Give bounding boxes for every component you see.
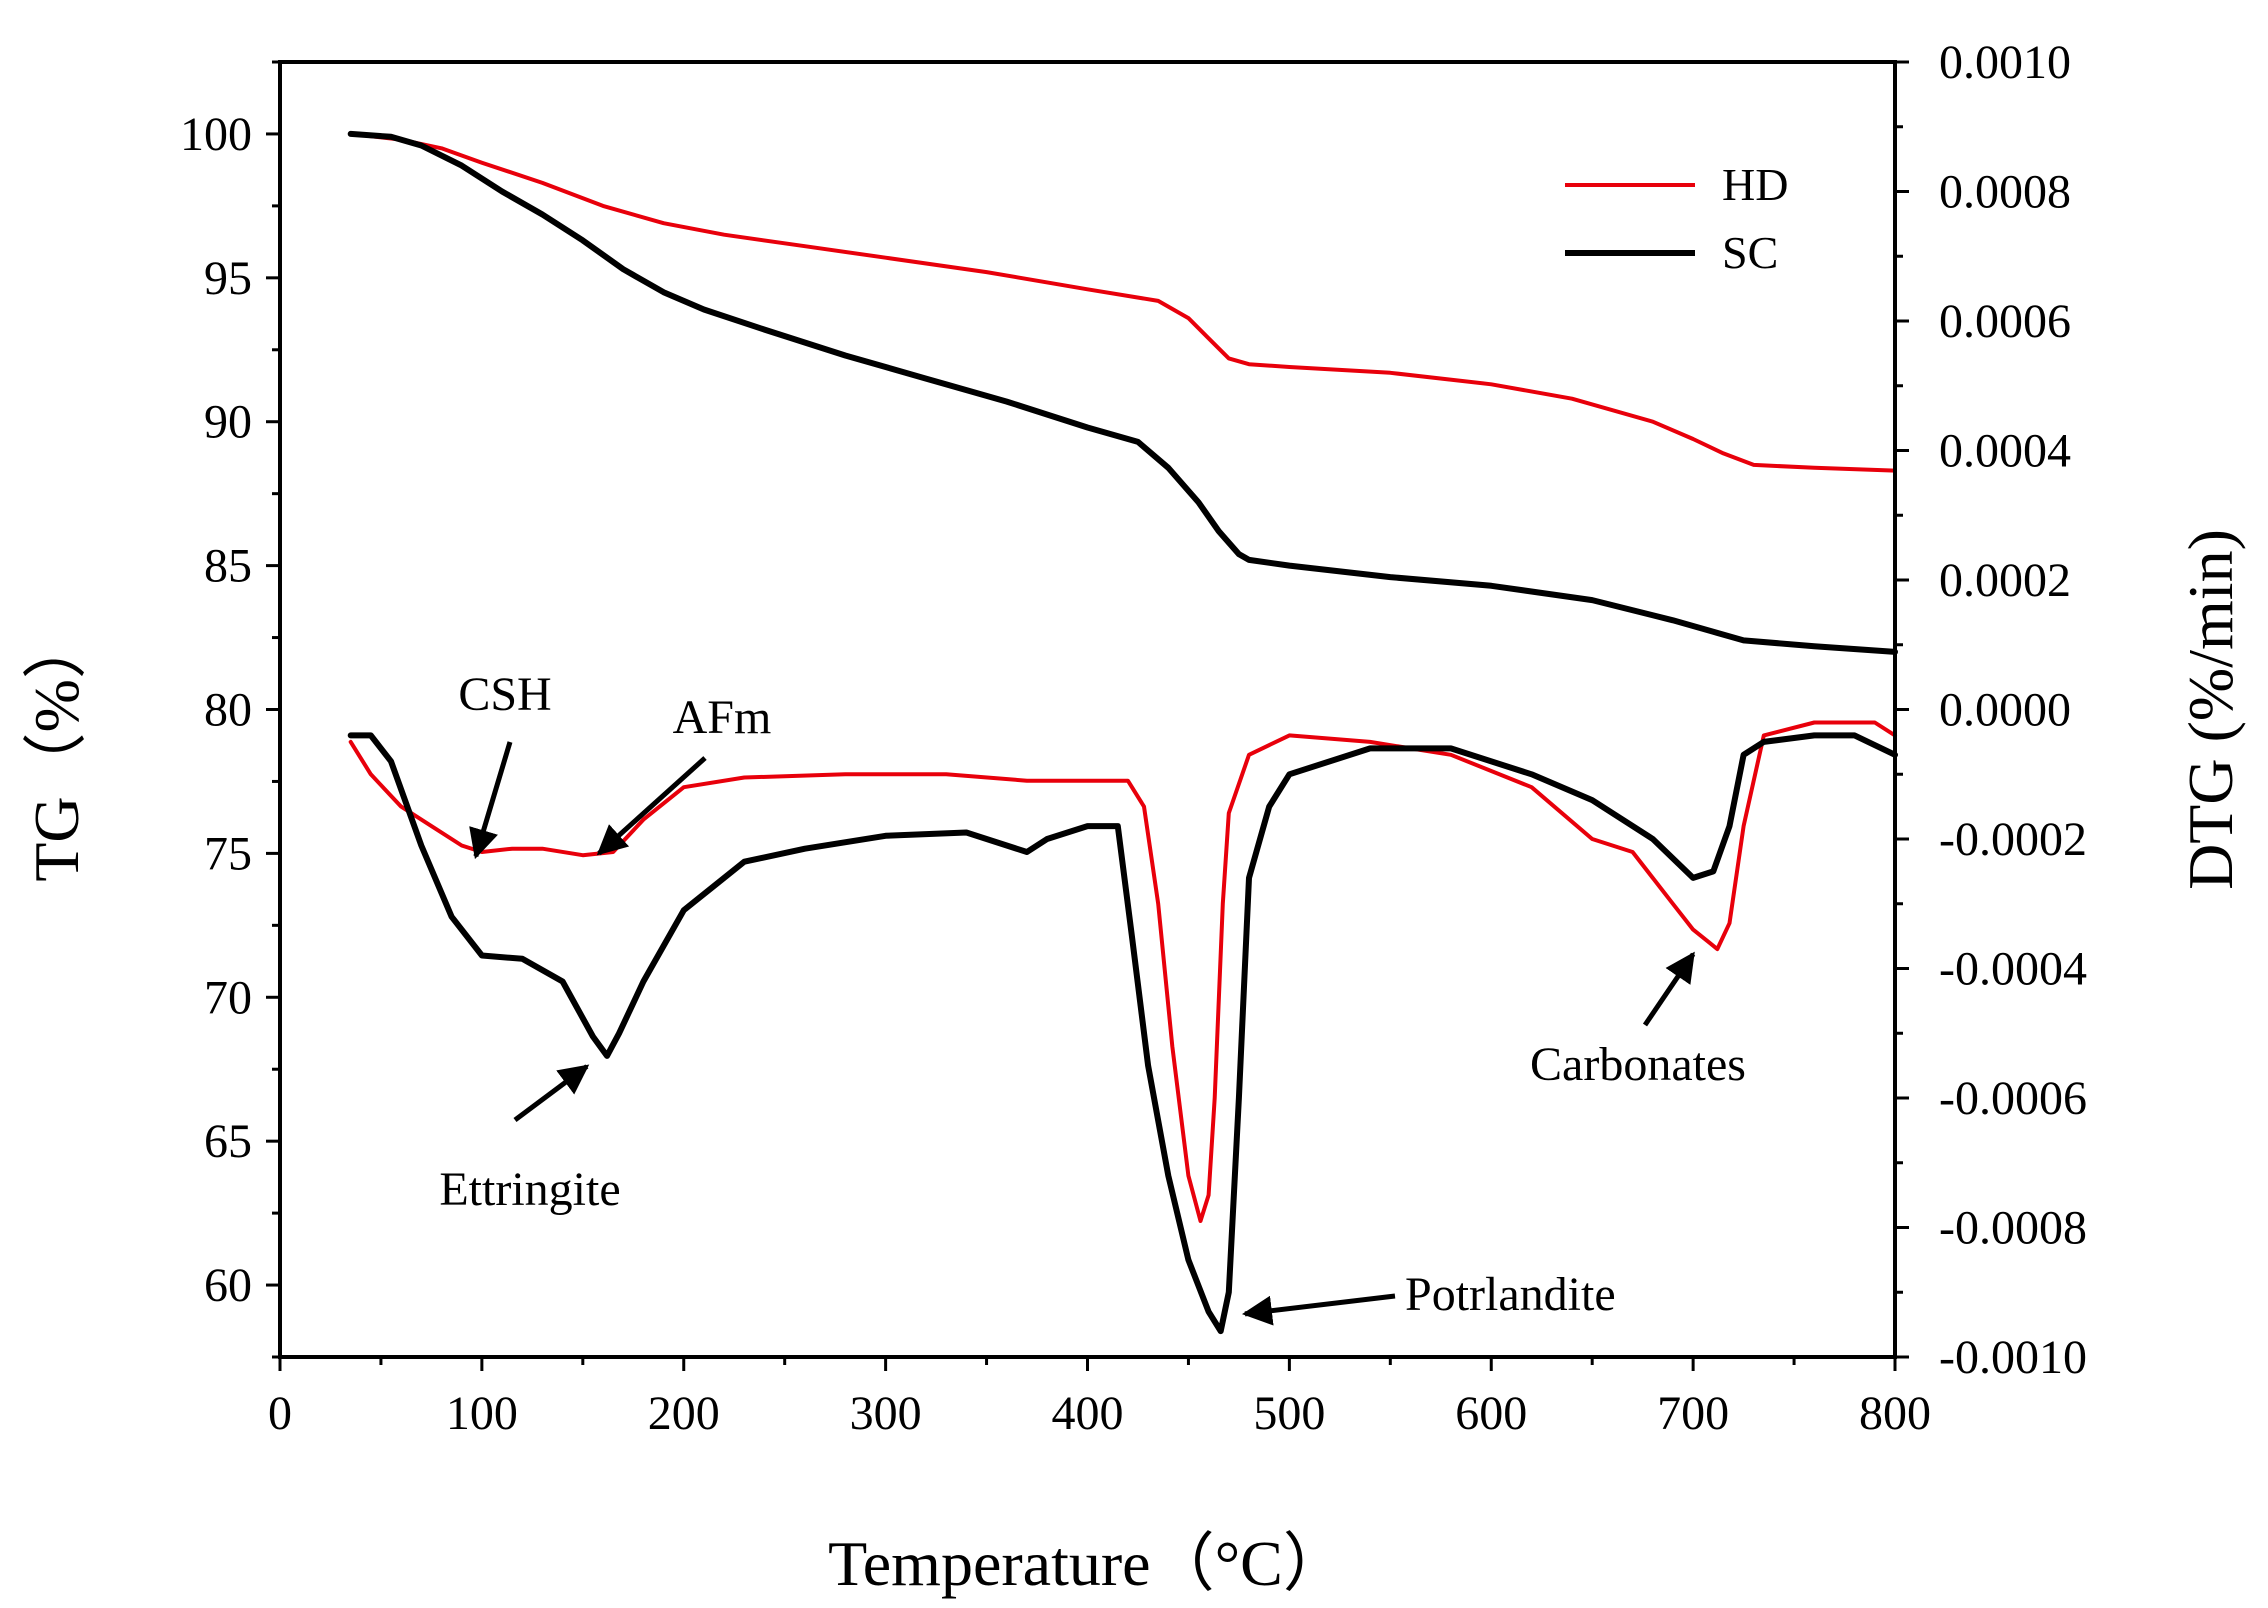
y-left-tick-label: 75: [204, 827, 252, 880]
x-tick-label: 200: [648, 1387, 720, 1440]
y-left-tick-label: 70: [204, 971, 252, 1024]
y-right-tick-label: 0.0008: [1939, 166, 2071, 219]
y-left-tick-label: 90: [204, 396, 252, 449]
x-axis: 0 100 200 300 400 500 600 700 800: [268, 1357, 1931, 1440]
x-tick-label: 300: [850, 1387, 922, 1440]
y-left-tick-label: 85: [204, 540, 252, 593]
series-sc-dtg-line: [347, 732, 1898, 1335]
legend-label-sc: SC: [1722, 227, 1778, 278]
y-left-tick-label: 95: [204, 252, 252, 305]
annotation-potrlandite: Potrlandite: [1405, 1268, 1616, 1321]
annotation-arrow-ettringite: [513, 1064, 590, 1123]
series-sc-tg-line: [347, 130, 1898, 655]
y-axis-left: 60 65 70 75 80 85 90 95 100: [180, 60, 280, 1359]
y-left-tick-label: 100: [180, 108, 252, 161]
x-tick-label: 600: [1455, 1387, 1527, 1440]
y-axis-right-title: DTG (%/min): [2175, 529, 2246, 890]
annotation-arrow-carbonates: [1642, 951, 1696, 1027]
annotation-afm: AFm: [673, 691, 772, 744]
series-hd-tg-line: [348, 131, 1897, 473]
y-axis-right: -0.0010 -0.0008 -0.0006 -0.0004 -0.0002 0.000…: [1895, 36, 2087, 1384]
annotation-arrow-potrlandite: [1241, 1293, 1396, 1326]
annotation-csh: CSH: [458, 668, 551, 721]
x-tick-label: 800: [1859, 1387, 1931, 1440]
series-hd-dtg-line: [348, 720, 1897, 1223]
y-right-tick-label: -0.0002: [1939, 813, 2087, 866]
y-right-tick-label: 0.0006: [1939, 295, 2071, 348]
y-left-tick-label: 80: [204, 684, 252, 737]
annotation-ettringite: Ettringite: [439, 1163, 620, 1216]
y-right-tick-label: 0.0000: [1939, 684, 2071, 737]
x-axis-title: Temperature（°C）: [828, 1528, 1347, 1599]
series-layer: [347, 130, 1898, 1335]
annotation-arrow-afm: [596, 756, 707, 856]
x-tick-label: 400: [1052, 1387, 1124, 1440]
y-right-tick-label: 0.0010: [1939, 36, 2071, 89]
x-tick-label: 100: [446, 1387, 518, 1440]
y-right-tick-label: -0.0006: [1939, 1072, 2087, 1125]
y-right-tick-label: 0.0004: [1939, 425, 2071, 478]
y-right-tick-label: -0.0008: [1939, 1202, 2087, 1255]
annotations: CSH AFm Ettringite Potrlandite Carbonates: [439, 668, 1746, 1326]
x-tick-label: 0: [268, 1387, 292, 1440]
annotation-carbonates: Carbonates: [1530, 1038, 1746, 1091]
y-left-tick-label: 60: [204, 1259, 252, 1312]
x-tick-label: 700: [1657, 1387, 1729, 1440]
y-right-tick-label: -0.0010: [1939, 1331, 2087, 1384]
legend: HD SC: [1565, 159, 1788, 278]
x-tick-label: 500: [1253, 1387, 1325, 1440]
y-left-tick-label: 65: [204, 1115, 252, 1168]
legend-label-hd: HD: [1722, 159, 1788, 210]
annotation-arrow-csh: [469, 741, 513, 860]
y-right-tick-label: 0.0002: [1939, 554, 2071, 607]
y-right-tick-label: -0.0004: [1939, 943, 2087, 996]
y-axis-left-title: TG（%）: [21, 615, 92, 882]
